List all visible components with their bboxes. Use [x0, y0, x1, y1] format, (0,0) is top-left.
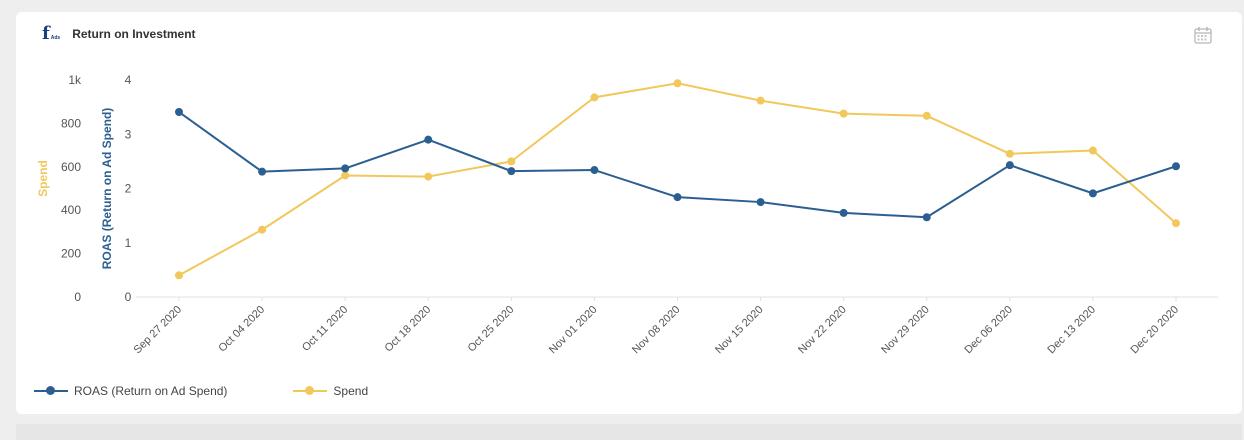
series-line-roas: [178, 111, 1177, 219]
card-header: f Ads Return on Investment: [42, 24, 196, 44]
x-tick-label: Nov 22 2020: [796, 304, 849, 357]
facebook-ads-logo-sub: Ads: [50, 35, 61, 41]
data-point-spend: [590, 93, 599, 102]
legend-label-spend: Spend: [333, 384, 369, 398]
data-point-spend: [507, 157, 516, 166]
line-chart: 0 200 400 600 800 1k 0 1 2 3 4 Spend ROAS (Return on…: [36, 73, 1218, 357]
calendar-icon[interactable]: [1194, 26, 1212, 44]
data-point-spend: [1172, 219, 1180, 228]
y-left-tick-label: 1k: [68, 73, 82, 87]
data-point-spend: [673, 79, 682, 88]
data-point-roas: [341, 164, 350, 173]
x-tick-label: Dec 13 2020: [1045, 304, 1098, 357]
data-point-spend: [1088, 146, 1097, 155]
y-right-tick-label: 2: [125, 182, 132, 196]
x-tick-label: Oct 25 2020: [466, 304, 517, 355]
data-point-roas: [922, 213, 931, 222]
chart-legend: ROAS (Return on Ad Spend) Spend: [34, 384, 434, 398]
data-point-roas: [673, 193, 682, 202]
x-tick-label: Dec 20 2020: [1129, 304, 1182, 357]
legend-item-spend[interactable]: Spend: [293, 384, 368, 398]
data-point-roas: [507, 167, 516, 176]
card-title: Return on Investment: [72, 27, 196, 41]
data-point-roas: [590, 166, 599, 175]
y-left-tick-label: 600: [61, 160, 81, 174]
data-point-roas: [1088, 189, 1097, 198]
facebook-ads-logo: f: [42, 23, 50, 44]
data-point-roas: [1005, 161, 1014, 170]
y-right-tick-label: 0: [125, 290, 132, 304]
y-right-tick-label: 1: [125, 236, 132, 250]
y-right-tick-label: 4: [125, 73, 132, 87]
y-left-tick-label: 400: [61, 203, 81, 217]
data-point-spend: [922, 111, 931, 120]
legend-label-roas: ROAS (Return on Ad Spend): [74, 384, 228, 398]
x-tick-label: Oct 04 2020: [216, 304, 267, 355]
x-tick-label: Sep 27 2020: [132, 304, 185, 357]
y-right-tick-label: 3: [125, 127, 132, 141]
data-point-spend: [175, 271, 183, 280]
data-point-spend: [756, 96, 765, 105]
x-tick-label: Nov 15 2020: [713, 304, 766, 357]
x-tick-label: Oct 18 2020: [383, 304, 434, 355]
data-point-roas: [756, 198, 765, 207]
legend-swatch-spend: [293, 386, 328, 395]
data-point-roas: [1172, 162, 1180, 171]
x-tick-label: Nov 01 2020: [547, 304, 600, 357]
y-left-tick-label: 0: [74, 290, 81, 304]
x-tick-label: Oct 11 2020: [300, 304, 350, 354]
data-point-roas: [424, 135, 433, 144]
y-left-tick-label: 200: [61, 247, 81, 261]
legend-item-roas[interactable]: ROAS (Return on Ad Spend): [34, 384, 227, 398]
data-point-roas: [175, 108, 183, 117]
y-left-axis-title: Spend: [36, 160, 50, 197]
data-point-spend: [258, 225, 267, 234]
data-point-spend: [424, 172, 433, 181]
data-point-spend: [341, 171, 350, 180]
chart-card: f Ads Return on Investment 0 200 400 600 800…: [16, 12, 1242, 414]
data-point-spend: [1005, 149, 1014, 158]
legend-swatch-roas: [34, 386, 68, 395]
x-tick-label: Nov 08 2020: [630, 304, 683, 357]
x-tick-label: Dec 06 2020: [962, 304, 1015, 357]
y-right-axis-title: ROAS (Return on Ad Spend): [100, 108, 114, 270]
data-point-roas: [839, 208, 848, 217]
y-left-tick-label: 800: [61, 116, 81, 130]
data-point-spend: [839, 109, 848, 118]
x-tick-label: Nov 29 2020: [879, 304, 932, 357]
next-card-edge: [16, 424, 1242, 440]
series-line-spend: [178, 82, 1177, 277]
data-point-roas: [258, 167, 267, 176]
